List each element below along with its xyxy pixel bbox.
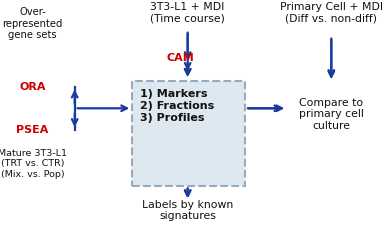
Text: Over-
represented
gene sets: Over- represented gene sets [2,7,63,40]
Text: Primary Cell + MDI
(Diff vs. non-diff): Primary Cell + MDI (Diff vs. non-diff) [280,2,383,24]
Text: 1) Markers
2) Fractions
3) Profiles: 1) Markers 2) Fractions 3) Profiles [140,89,214,123]
Text: Mature 3T3-L1
(TRT vs. CTR)
(Mix. vs. Pop): Mature 3T3-L1 (TRT vs. CTR) (Mix. vs. Po… [0,149,67,178]
Text: PSEA: PSEA [16,125,49,135]
Text: ORA: ORA [19,82,46,92]
Text: Labels by known
signatures: Labels by known signatures [142,200,233,221]
Text: CAM: CAM [167,53,194,63]
FancyBboxPatch shape [132,81,245,186]
Text: 3T3-L1 + MDI
(Time course): 3T3-L1 + MDI (Time course) [150,2,225,24]
Text: Compare to
primary cell
culture: Compare to primary cell culture [299,98,364,131]
